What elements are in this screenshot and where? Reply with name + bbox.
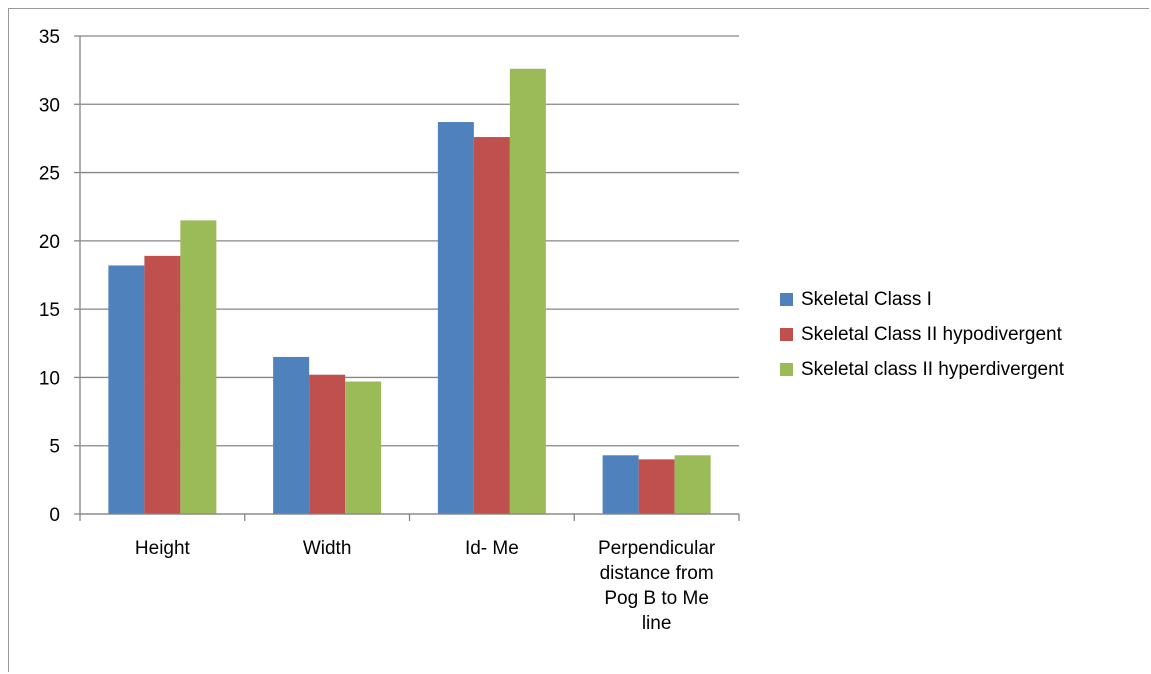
bar [473, 137, 510, 514]
x-category-label-line: Id- Me [464, 538, 519, 559]
bar [180, 220, 217, 514]
bar [602, 455, 639, 514]
bar [273, 356, 310, 514]
y-tick-label: 10 [39, 368, 60, 389]
y-tick-label: 5 [49, 437, 60, 458]
legend-swatch [780, 293, 793, 306]
x-category-label: Height [77, 536, 247, 561]
legend-label: Skeletal class II hyperdivergent [801, 358, 1064, 380]
y-tick-label: 30 [39, 95, 60, 116]
bar [437, 122, 474, 514]
x-category-label-line: Height [134, 538, 190, 559]
legend-label: Skeletal Class II hypodivergent [801, 323, 1062, 345]
bar [345, 381, 382, 514]
legend-item: Skeletal Class I [780, 282, 1064, 317]
legend: Skeletal Class I Skeletal Class II hypodi… [780, 282, 1064, 387]
legend-swatch [780, 328, 793, 341]
x-category-label-line: distance from [599, 563, 714, 584]
legend-swatch [780, 363, 793, 376]
y-tick-label: 35 [39, 27, 60, 48]
chart-frame [8, 8, 1149, 672]
bar [674, 455, 711, 514]
x-category-label-line: Width [302, 538, 352, 559]
y-tick-label: 25 [39, 164, 60, 185]
bar [638, 459, 675, 514]
x-category-label: Width [242, 536, 412, 561]
y-tick-label: 20 [39, 232, 60, 253]
bar [108, 265, 145, 514]
x-category-label-line: Perpendicular [598, 538, 716, 559]
y-tick-label: 15 [39, 300, 60, 321]
y-tick-label: 0 [49, 505, 60, 526]
x-category-label-line: Pog B to Me [604, 588, 709, 609]
legend-label: Skeletal Class I [801, 288, 932, 310]
legend-item: Skeletal class II hyperdivergent [780, 352, 1064, 387]
x-category-label: Perpendicular distance from Pog B to Me lin… [572, 536, 742, 636]
x-category-label-line: line [641, 613, 672, 634]
x-category-label: Id- Me [407, 536, 577, 561]
bar [509, 68, 546, 514]
bar [309, 374, 346, 514]
bar [144, 255, 181, 514]
legend-item: Skeletal Class II hypodivergent [780, 317, 1064, 352]
